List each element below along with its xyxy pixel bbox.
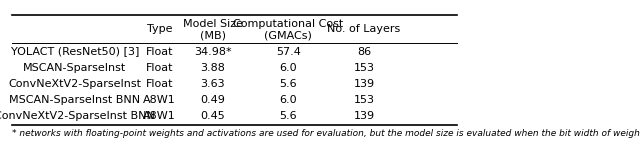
Text: 0.49: 0.49 — [200, 95, 225, 105]
Text: 5.6: 5.6 — [280, 111, 297, 121]
Text: 6.0: 6.0 — [280, 63, 297, 73]
Text: YOLACT (ResNet50) [3]: YOLACT (ResNet50) [3] — [10, 46, 139, 56]
Text: MSCAN-SparseInst: MSCAN-SparseInst — [23, 63, 126, 73]
Text: 6.0: 6.0 — [280, 95, 297, 105]
Text: * networks with floating-point weights and activations are used for evaluation, : * networks with floating-point weights a… — [12, 129, 640, 138]
Text: MSCAN-SparseInst BNN: MSCAN-SparseInst BNN — [9, 95, 140, 105]
Text: ConvNeXtV2-SparseInst BNN: ConvNeXtV2-SparseInst BNN — [0, 111, 155, 121]
Text: A8W1: A8W1 — [143, 111, 175, 121]
Text: 153: 153 — [353, 95, 374, 105]
Text: 139: 139 — [353, 79, 374, 89]
Text: 5.6: 5.6 — [280, 79, 297, 89]
Text: Float: Float — [145, 63, 173, 73]
Text: 0.45: 0.45 — [200, 111, 225, 121]
Text: Computational Cost
(GMACs): Computational Cost (GMACs) — [233, 19, 344, 40]
Text: No. of Layers: No. of Layers — [328, 24, 401, 34]
Text: 139: 139 — [353, 111, 374, 121]
Text: 153: 153 — [353, 63, 374, 73]
Text: 3.63: 3.63 — [200, 79, 225, 89]
Text: Type: Type — [147, 24, 172, 34]
Text: A8W1: A8W1 — [143, 95, 175, 105]
Text: ConvNeXtV2-SparseInst: ConvNeXtV2-SparseInst — [8, 79, 141, 89]
Text: Float: Float — [145, 46, 173, 56]
Text: 86: 86 — [357, 46, 371, 56]
Text: Float: Float — [145, 79, 173, 89]
Text: Model Size
(MB): Model Size (MB) — [182, 19, 243, 40]
Text: 34.98*: 34.98* — [194, 46, 232, 56]
Text: 3.88: 3.88 — [200, 63, 225, 73]
Text: 57.4: 57.4 — [276, 46, 301, 56]
